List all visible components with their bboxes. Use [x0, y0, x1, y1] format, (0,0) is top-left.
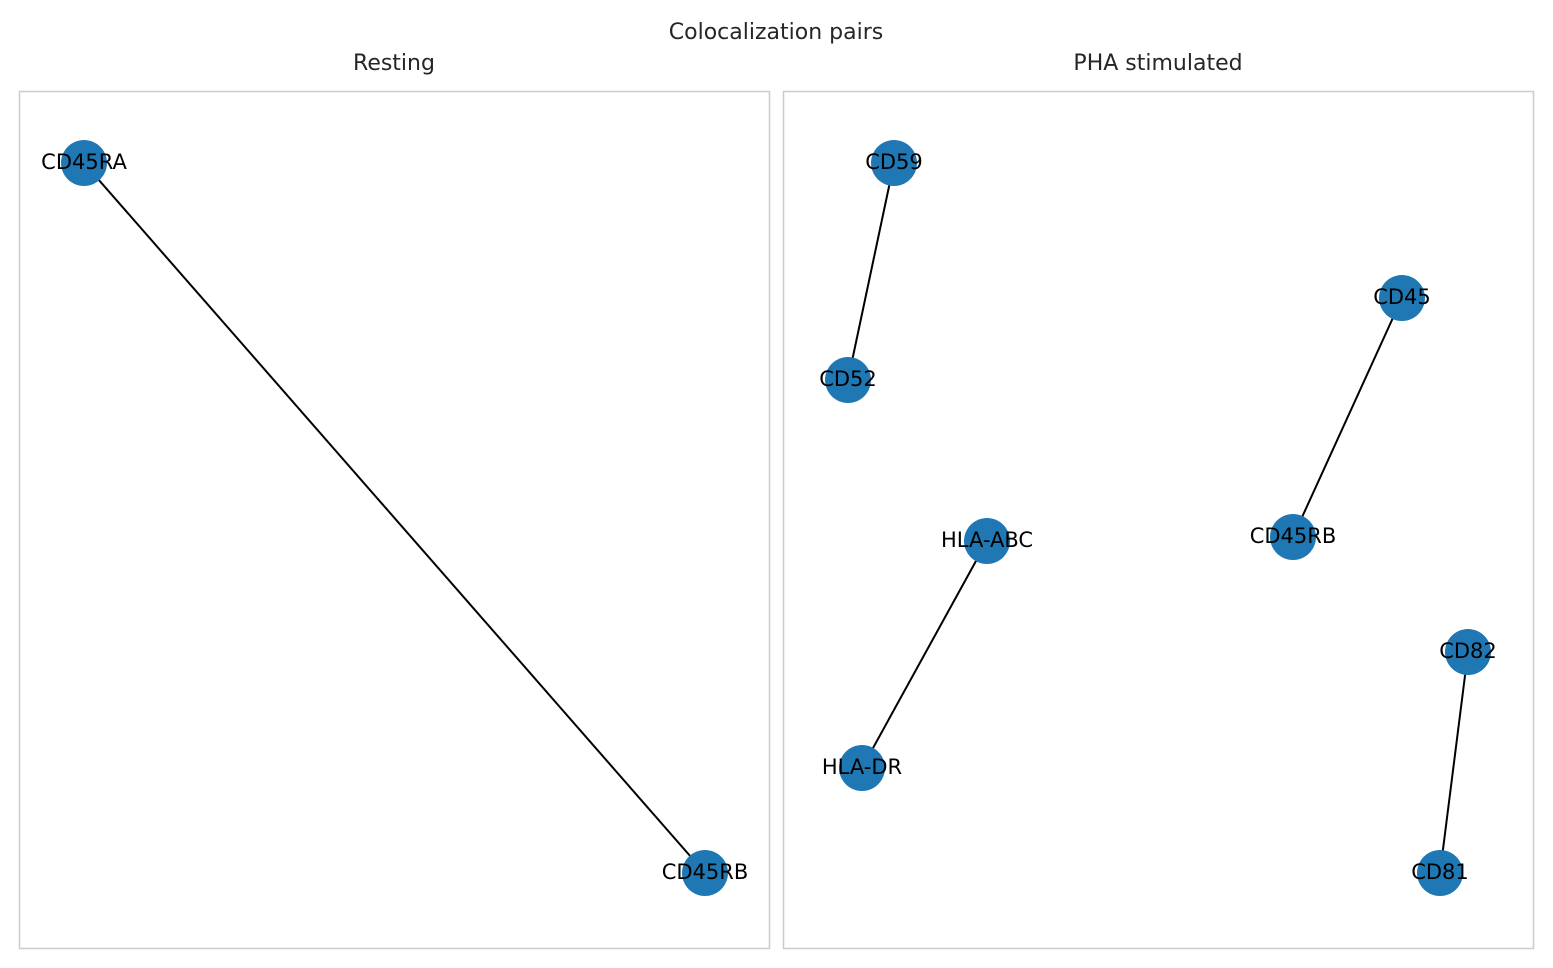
edge	[83, 162, 706, 874]
panel-frame	[782, 90, 1535, 950]
panel-title: Resting	[353, 51, 435, 76]
panel-title: PHA stimulated	[1073, 51, 1242, 76]
figure-title: Colocalization pairs	[669, 20, 883, 45]
panel-frame	[18, 90, 771, 950]
node-label: CD52	[819, 367, 877, 391]
node	[1417, 850, 1463, 896]
edge	[847, 162, 895, 381]
edge	[1439, 651, 1469, 874]
node-label: HLA-DR	[822, 755, 902, 779]
node-label: CD45RB	[1250, 524, 1337, 548]
node	[1270, 514, 1316, 560]
node-label: CD45RA	[41, 150, 127, 174]
node	[839, 745, 885, 791]
node	[61, 140, 107, 186]
node-label: CD59	[865, 150, 923, 174]
node-label: HLA-ABC	[941, 528, 1033, 552]
node	[682, 850, 728, 896]
node	[871, 140, 917, 186]
node-label: CD82	[1439, 639, 1497, 663]
node	[1445, 629, 1491, 675]
node	[1379, 275, 1425, 321]
edge	[1292, 297, 1403, 538]
edge	[861, 540, 988, 769]
node-label: CD45RB	[662, 860, 749, 884]
node-label: CD81	[1411, 860, 1469, 884]
node-label: CD45	[1373, 285, 1431, 309]
node	[964, 518, 1010, 564]
node	[825, 357, 871, 403]
